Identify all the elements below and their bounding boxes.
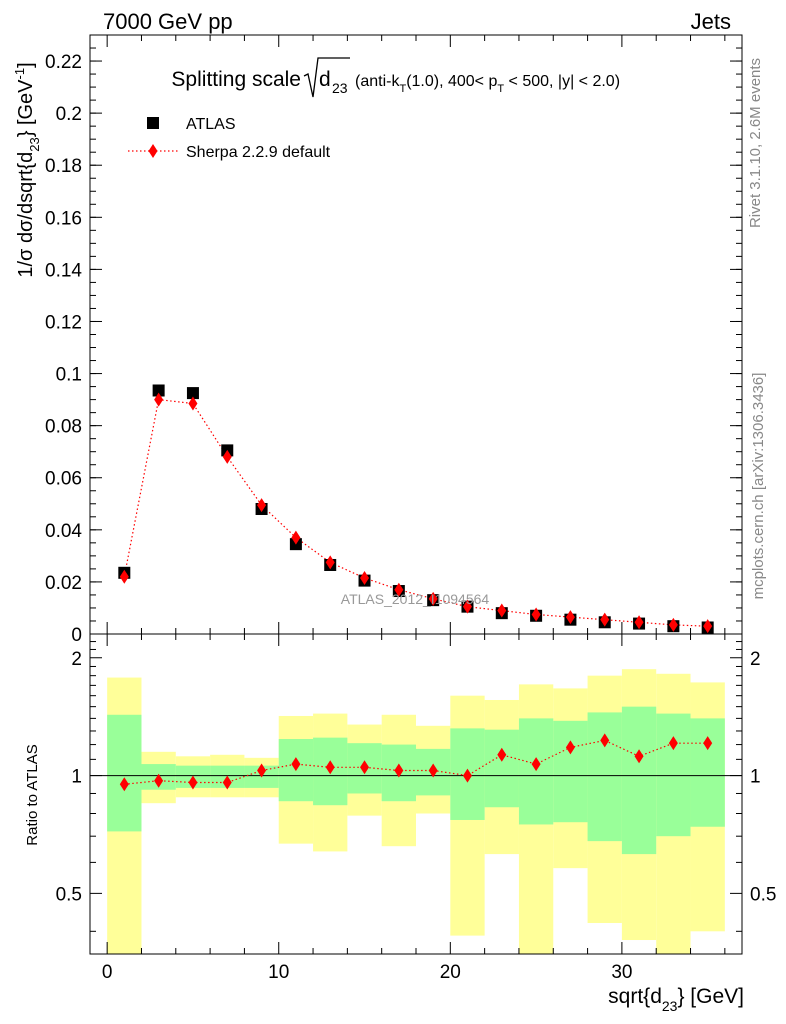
- ratio-plot-data: [90, 669, 742, 954]
- sherpa-point: [462, 599, 472, 614]
- y-tick-label: 0: [71, 625, 82, 646]
- main-plot-axes: 0 0.02 0.04 0.06 0.08 0.1 0.12 0.14 0.16 0.18 0.2 0…: [45, 34, 742, 646]
- ratio-sherpa-point: [360, 760, 370, 775]
- atlas-point: [152, 384, 165, 397]
- ratio-sherpa-point: [119, 777, 129, 792]
- main-plot-data: [118, 384, 714, 634]
- ratio-sherpa-point: [497, 747, 507, 762]
- ratio-sherpa-point: [531, 757, 541, 772]
- sherpa-point: [703, 619, 713, 634]
- title-cuts: (anti-kT(1.0), 400< pT < 500, |y| < 2.0): [355, 73, 620, 95]
- y-tick-label: 0.14: [45, 260, 82, 281]
- x-tick-label: 10: [268, 962, 289, 983]
- rivet-label: Rivet 3.1.10, 2.6M events: [747, 58, 764, 228]
- ratio-y-tick-label: 2: [71, 649, 82, 670]
- sherpa-point: [188, 396, 198, 411]
- ratio-sherpa-point: [703, 736, 713, 751]
- x-tick-label: 20: [440, 962, 461, 983]
- legend: ATLAS Sherpa 2.2.9 default: [128, 116, 331, 161]
- ratio-sherpa-point: [188, 775, 198, 790]
- uncertainty-band-inner: [587, 712, 622, 842]
- y-tick-label: 0.04: [45, 521, 82, 542]
- uncertainty-band-inner: [656, 713, 691, 837]
- y-tick-label: 0.08: [45, 417, 82, 438]
- y-tick-label: 0.2: [56, 104, 82, 125]
- legend-sherpa-marker: [148, 144, 158, 158]
- x-tick-label: 0: [102, 962, 113, 983]
- sherpa-point: [154, 392, 164, 407]
- x-tick-label: 30: [611, 962, 632, 983]
- sherpa-point: [394, 582, 404, 597]
- y-tick-label: 0.1: [56, 365, 82, 386]
- sherpa-point: [325, 555, 335, 570]
- ratio-y-tick-label-right: 0.5: [750, 884, 776, 905]
- atlas-point: [186, 387, 199, 400]
- ratio-y-axis-label: Ratio to ATLAS: [24, 744, 41, 845]
- uncertainty-band-inner: [690, 718, 725, 827]
- ratio-y-tick-label: 1: [71, 767, 82, 788]
- ratio-y-tick-label: 0.5: [56, 884, 82, 905]
- uncertainty-band-inner: [484, 729, 519, 808]
- y-tick-label: 0.12: [45, 312, 82, 333]
- sherpa-point: [565, 610, 575, 625]
- y-tick-label: 0.18: [45, 156, 82, 177]
- x-axis-label: sqrt{d23} [GeV]: [608, 985, 744, 1014]
- title-var: d: [319, 68, 331, 91]
- energy-label: 7000 GeV pp: [103, 9, 233, 34]
- ratio-sherpa-point: [154, 773, 164, 788]
- sherpa-point: [531, 607, 541, 622]
- sherpa-point: [668, 617, 678, 632]
- ratio-sherpa-point: [565, 740, 575, 755]
- sherpa-point: [428, 591, 438, 606]
- uncertainty-band-inner: [553, 720, 588, 823]
- uncertainty-band-inner: [621, 706, 657, 855]
- sherpa-point: [497, 603, 507, 618]
- main-y-axis-label: 1/σ dσ/dsqrt{d23} [GeV-1]: [12, 62, 42, 277]
- legend-sherpa-label: Sherpa 2.2.9 default: [186, 144, 331, 161]
- sherpa-point: [222, 449, 232, 464]
- sqrt-symbol: [303, 57, 350, 98]
- sherpa-point: [291, 530, 301, 545]
- ratio-sherpa-point: [257, 763, 267, 778]
- ratio-y-tick-label-right: 2: [750, 649, 761, 670]
- mcplots-label: mcplots.cern.ch [arXiv:1306.3436]: [750, 373, 767, 600]
- title-prefix: Splitting scale: [171, 68, 301, 91]
- sherpa-point: [600, 612, 610, 627]
- ratio-sherpa-point: [462, 768, 472, 783]
- process-label: Jets: [691, 9, 731, 34]
- sherpa-point: [257, 498, 267, 513]
- sherpa-point: [360, 571, 370, 586]
- sherpa-point: [119, 569, 129, 584]
- uncertainty-band-inner: [107, 714, 142, 832]
- ratio-sherpa-point: [291, 757, 301, 772]
- legend-atlas-marker: [147, 117, 159, 129]
- ratio-sherpa-point: [428, 763, 438, 778]
- ratio-sherpa-point: [600, 733, 610, 748]
- uncertainty-band-inner: [518, 718, 554, 825]
- ratio-sherpa-point: [394, 763, 404, 778]
- analysis-watermark: ATLAS_2012_I1094564: [341, 591, 490, 607]
- y-tick-label: 0.02: [45, 573, 82, 594]
- plot-title: Splitting scale d 23 (anti-kT(1.0), 400<…: [171, 57, 620, 98]
- sherpa-point: [634, 615, 644, 630]
- y-tick-label: 0.06: [45, 469, 82, 490]
- title-var-sub: 23: [332, 80, 348, 96]
- y-tick-label: 0.16: [45, 208, 82, 229]
- ratio-sherpa-point: [222, 775, 232, 790]
- ratio-y-tick-label-right: 1: [750, 767, 761, 788]
- ratio-sherpa-point: [634, 749, 644, 764]
- y-tick-label: 0.22: [45, 52, 82, 73]
- ratio-sherpa-point: [668, 736, 678, 751]
- legend-atlas-label: ATLAS: [186, 116, 236, 133]
- ratio-plot-axes: 0.5 0.51 12 20 10 20 30: [56, 634, 776, 983]
- ratio-sherpa-point: [325, 760, 335, 775]
